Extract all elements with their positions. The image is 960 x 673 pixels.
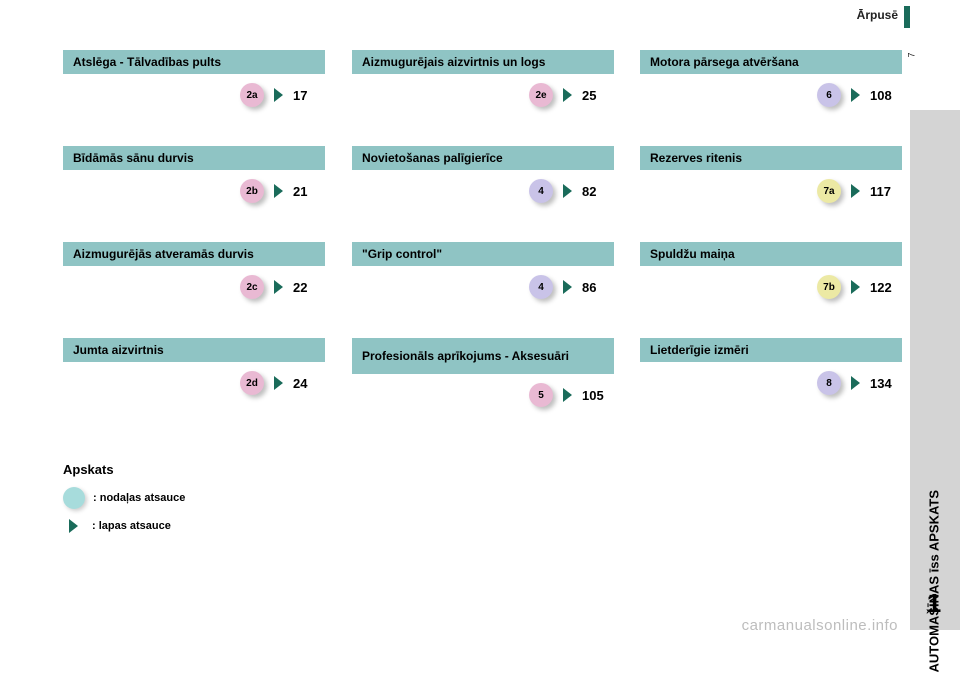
section-badge: 7b — [817, 275, 841, 299]
toc-title: Rezerves ritenis — [640, 146, 902, 170]
toc-item: "Grip control" 4 86 — [352, 242, 614, 300]
triangle-icon — [274, 184, 283, 198]
column-3: Motora pārsega atvēršana 6 108 Rezerves … — [640, 50, 902, 396]
section-badge: 8 — [817, 371, 841, 395]
triangle-icon — [851, 376, 860, 390]
page-ref: 21 — [293, 184, 321, 199]
triangle-icon — [563, 184, 572, 198]
column-1: Atslēga - Tālvadības pults 2a 17 Bīdāmās… — [63, 50, 325, 396]
toc-item: Jumta aizvirtnis 2d 24 — [63, 338, 325, 396]
legend-row-page: : lapas atsauce — [63, 519, 185, 533]
triangle-icon — [851, 184, 860, 198]
toc-item: Aizmugurējās atveramās durvis 2c 22 — [63, 242, 325, 300]
triangle-icon — [851, 280, 860, 294]
toc-item: Lietderīgie izmēri 8 134 — [640, 338, 902, 396]
toc-ref: 4 82 — [352, 170, 614, 204]
legend-triangle-icon — [69, 519, 78, 533]
page-ref: 86 — [582, 280, 610, 295]
toc-ref: 2e 25 — [352, 74, 614, 108]
toc-ref: 2a 17 — [63, 74, 325, 108]
toc-item: Aizmugurējais aizvirtnis un logs 2e 25 — [352, 50, 614, 108]
section-badge: 2a — [240, 83, 264, 107]
section-badge: 2c — [240, 275, 264, 299]
triangle-icon — [851, 88, 860, 102]
section-badge: 6 — [817, 83, 841, 107]
page-ref: 134 — [870, 376, 898, 391]
toc-item: Motora pārsega atvēršana 6 108 — [640, 50, 902, 108]
page-ref: 22 — [293, 280, 321, 295]
toc-ref: 4 86 — [352, 266, 614, 300]
toc-item: Bīdāmās sānu durvis 2b 21 — [63, 146, 325, 204]
page-ref: 117 — [870, 184, 898, 199]
legend-label: : nodaļas atsauce — [93, 492, 185, 504]
side-number: 1 — [917, 586, 951, 620]
toc-title: Motora pārsega atvēršana — [640, 50, 902, 74]
column-2: Aizmugurējais aizvirtnis un logs 2e 25 N… — [352, 50, 614, 408]
section-badge: 5 — [529, 383, 553, 407]
section-badge: 2d — [240, 371, 264, 395]
section-badge: 4 — [529, 179, 553, 203]
toc-item: Atslēga - Tālvadības pults 2a 17 — [63, 50, 325, 108]
toc-ref: 7a 117 — [640, 170, 902, 204]
toc-ref: 6 108 — [640, 74, 902, 108]
header-title: Ārpusē — [857, 8, 898, 22]
legend-row-section: : nodaļas atsauce — [63, 487, 185, 509]
section-badge: 4 — [529, 275, 553, 299]
triangle-icon — [563, 88, 572, 102]
side-text: AUTOMAŠĪNAS īss APSKATS — [927, 490, 942, 673]
section-badge: 7a — [817, 179, 841, 203]
watermark: carmanualsonline.info — [742, 617, 898, 634]
page-ref: 17 — [293, 88, 321, 103]
section-badge: 2e — [529, 83, 553, 107]
page-ref: 82 — [582, 184, 610, 199]
toc-ref: 2b 21 — [63, 170, 325, 204]
toc-ref: 5 105 — [352, 374, 614, 408]
triangle-icon — [274, 88, 283, 102]
page-ref: 25 — [582, 88, 610, 103]
toc-ref: 8 134 — [640, 362, 902, 396]
legend-title: Apskats — [63, 462, 185, 477]
page-ref: 122 — [870, 280, 898, 295]
toc-title: Lietderīgie izmēri — [640, 338, 902, 362]
edge-tab — [904, 6, 910, 28]
toc-title: Aizmugurējais aizvirtnis un logs — [352, 50, 614, 74]
section-badge: 2b — [240, 179, 264, 203]
toc-title: Bīdāmās sānu durvis — [63, 146, 325, 170]
triangle-icon — [563, 388, 572, 402]
page-number: 7 — [906, 52, 916, 57]
toc-title: Jumta aizvirtnis — [63, 338, 325, 362]
toc-ref: 2d 24 — [63, 362, 325, 396]
triangle-icon — [563, 280, 572, 294]
toc-ref: 7b 122 — [640, 266, 902, 300]
page-ref: 105 — [582, 388, 610, 403]
legend: Apskats : nodaļas atsauce : lapas atsauc… — [63, 462, 185, 543]
toc-item: Rezerves ritenis 7a 117 — [640, 146, 902, 204]
legend-badge-icon — [63, 487, 85, 509]
toc-item: Novietošanas palīgierīce 4 82 — [352, 146, 614, 204]
legend-label: : lapas atsauce — [92, 520, 171, 532]
toc-ref: 2c 22 — [63, 266, 325, 300]
toc-title: Aizmugurējās atveramās durvis — [63, 242, 325, 266]
toc-title: Atslēga - Tālvadības pults — [63, 50, 325, 74]
toc-title: Spuldžu maiņa — [640, 242, 902, 266]
page: Ārpusē 7 AUTOMAŠĪNAS īss APSKATS 1 Atslē… — [0, 0, 960, 640]
triangle-icon — [274, 376, 283, 390]
triangle-icon — [274, 280, 283, 294]
toc-title: Novietošanas palīgierīce — [352, 146, 614, 170]
toc-item: Profesionāls aprīkojums - Aksesuāri 5 10… — [352, 338, 614, 408]
toc-title: Profesionāls aprīkojums - Aksesuāri — [352, 338, 614, 374]
toc-item: Spuldžu maiņa 7b 122 — [640, 242, 902, 300]
page-ref: 24 — [293, 376, 321, 391]
toc-title: "Grip control" — [352, 242, 614, 266]
page-ref: 108 — [870, 88, 898, 103]
